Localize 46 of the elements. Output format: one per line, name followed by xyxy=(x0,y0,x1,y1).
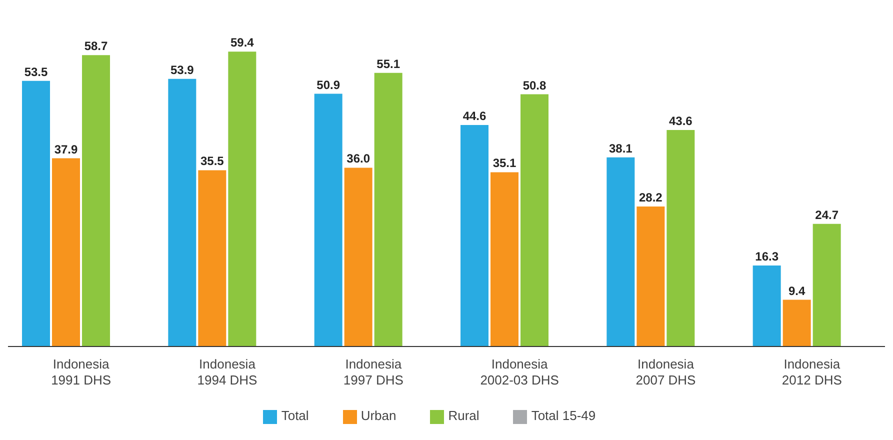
data-label: 50.9 xyxy=(316,78,340,92)
bar xyxy=(374,72,402,346)
legend-label: Total 15-49 xyxy=(531,408,596,424)
data-label: 53.5 xyxy=(24,64,48,79)
bar xyxy=(606,157,635,346)
bar xyxy=(228,52,256,346)
x-tick-label: Indonesia 1994 DHS xyxy=(197,356,258,388)
data-label: 55.1 xyxy=(376,56,400,71)
data-label: 59.4 xyxy=(230,36,254,50)
data-label: 35.1 xyxy=(492,156,516,170)
legend-label: Rural xyxy=(448,408,480,424)
bar xyxy=(812,224,841,346)
bar xyxy=(460,125,488,346)
bar xyxy=(666,130,695,346)
bar xyxy=(752,266,781,346)
bar xyxy=(82,55,110,346)
x-tick-label: Indonesia 2012 DHS xyxy=(782,356,842,388)
bar xyxy=(168,78,196,346)
bar xyxy=(782,300,811,346)
x-tick-label: Indonesia 2002-03 DHS xyxy=(480,356,560,388)
data-label: 43.6 xyxy=(668,114,693,128)
data-label: 36.0 xyxy=(346,152,370,166)
data-label: 24.7 xyxy=(815,208,839,222)
bar xyxy=(520,94,548,346)
bar xyxy=(198,170,226,346)
bar xyxy=(52,158,80,346)
data-label: 58.7 xyxy=(84,39,108,54)
data-label: 35.5 xyxy=(200,154,224,168)
data-label: 28.2 xyxy=(638,190,663,204)
bar xyxy=(490,172,518,346)
data-label: 38.1 xyxy=(608,141,633,156)
bar xyxy=(344,168,372,346)
data-label: 44.6 xyxy=(462,109,486,124)
x-tick-label: Indonesia 1991 DHS xyxy=(51,356,112,388)
x-tick-label: Indonesia 2007 DHS xyxy=(636,356,696,388)
bar xyxy=(22,80,50,346)
data-label: 16.3 xyxy=(755,250,779,264)
data-label: 37.9 xyxy=(54,142,78,156)
data-label: 9.4 xyxy=(788,284,806,298)
bar xyxy=(636,206,665,346)
legend-label: Urban xyxy=(360,408,396,424)
data-label: 53.9 xyxy=(170,62,194,77)
legend-label: Total xyxy=(281,408,309,424)
x-tick-label: Indonesia 1997 DHS xyxy=(343,356,404,388)
data-label: 50.8 xyxy=(522,78,546,92)
bar xyxy=(314,94,342,346)
